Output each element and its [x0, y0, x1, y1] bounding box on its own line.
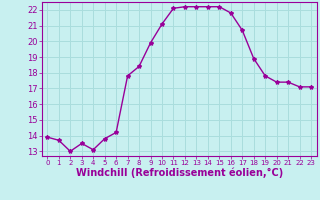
X-axis label: Windchill (Refroidissement éolien,°C): Windchill (Refroidissement éolien,°C): [76, 168, 283, 178]
